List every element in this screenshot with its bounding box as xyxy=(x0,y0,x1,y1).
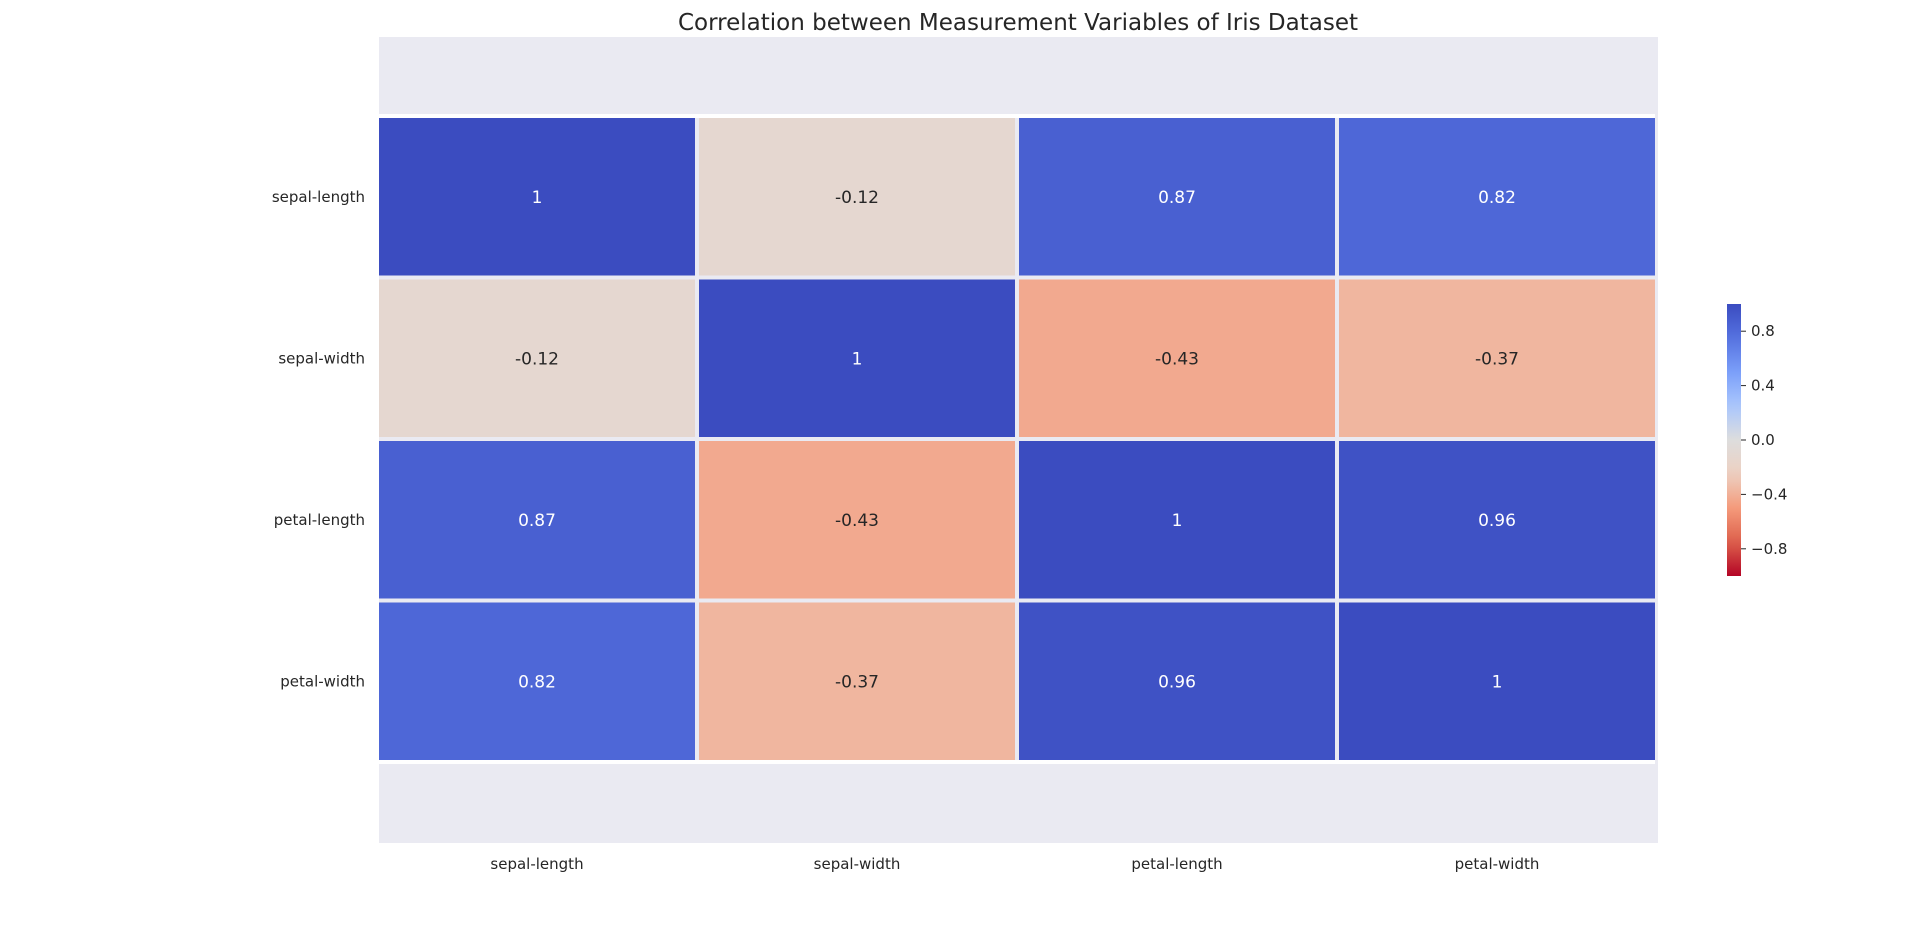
heatmap-cell xyxy=(699,441,1015,599)
colorbar-tick-label: −0.4 xyxy=(1751,485,1787,503)
heatmap-cell xyxy=(699,118,1015,276)
heatmap-cell-label: 1 xyxy=(852,349,863,369)
heatmap-cell xyxy=(699,279,1015,437)
x-axis-tick-labels: sepal-length sepal-width petal-length petal… xyxy=(490,855,1539,873)
heatmap-cell-label: -0.12 xyxy=(515,349,559,369)
heatmap-cell xyxy=(1339,118,1655,276)
heatmap-cell xyxy=(1339,441,1655,599)
heatmap-cell xyxy=(1019,602,1335,760)
colorbar-tick-label: −0.8 xyxy=(1751,540,1787,558)
heatmap-cell-label: 1 xyxy=(532,188,543,208)
heatmap-cell xyxy=(1019,118,1335,276)
y-tick-label: petal-length xyxy=(274,511,365,529)
heatmap-cell xyxy=(699,602,1015,760)
separator-line xyxy=(379,114,1655,118)
heatmap-cell-label: -0.43 xyxy=(835,511,879,531)
heatmap-cell-label: 0.87 xyxy=(518,511,556,531)
heatmap-cell-label: 0.87 xyxy=(1158,188,1196,208)
colorbar-tick-label: 0.0 xyxy=(1751,431,1775,449)
colorbar-tick-label: 0.8 xyxy=(1751,322,1775,340)
heatmap-cell-label: 0.82 xyxy=(518,672,556,692)
separator-line xyxy=(379,760,1655,764)
heatmap-cell-label: 0.82 xyxy=(1478,188,1516,208)
heatmap-cell-label: -0.37 xyxy=(835,672,879,692)
colorbar-tick-labels: 0.8 0.4 0.0 −0.4 −0.8 xyxy=(1741,322,1787,558)
heatmap-cell-label: 0.96 xyxy=(1158,672,1196,692)
y-tick-label: sepal-width xyxy=(278,349,365,367)
heatmap-cell xyxy=(1019,279,1335,437)
heatmap-cell-label: 1 xyxy=(1492,672,1503,692)
heatmap-cell xyxy=(379,602,695,760)
heatmap-cell-label: -0.37 xyxy=(1475,349,1519,369)
y-tick-label: sepal-length xyxy=(272,188,365,206)
heatmap-cell xyxy=(379,441,695,599)
heatmap-cell xyxy=(379,279,695,437)
y-axis-tick-labels: sepal-length sepal-width petal-length petal… xyxy=(272,188,365,691)
heatmap-cell-label: -0.43 xyxy=(1155,349,1199,369)
x-tick-label: petal-length xyxy=(1131,855,1222,873)
heatmap-cell-labels: 1 -0.12 0.87 0.82 -0.12 1 -0.43 -0.37 0.87 -0.43 1… xyxy=(515,188,1519,693)
colorbar xyxy=(1727,304,1741,576)
heatmap-cell xyxy=(1339,602,1655,760)
heatmap-cell xyxy=(1339,279,1655,437)
heatmap-cells xyxy=(379,114,1655,764)
heatmap-cell xyxy=(1019,441,1335,599)
x-tick-label: sepal-width xyxy=(814,855,901,873)
x-tick-label: sepal-length xyxy=(490,855,583,873)
colorbar-tick-label: 0.4 xyxy=(1751,377,1775,395)
heatmap-cell-label: 0.96 xyxy=(1478,511,1516,531)
y-tick-label: petal-width xyxy=(280,672,365,690)
heatmap-cell-label: -0.12 xyxy=(835,188,879,208)
x-tick-label: petal-width xyxy=(1455,855,1540,873)
heatmap-cell-label: 1 xyxy=(1172,511,1183,531)
chart-title: Correlation between Measurement Variable… xyxy=(678,10,1358,36)
heatmap-cell xyxy=(379,118,695,276)
